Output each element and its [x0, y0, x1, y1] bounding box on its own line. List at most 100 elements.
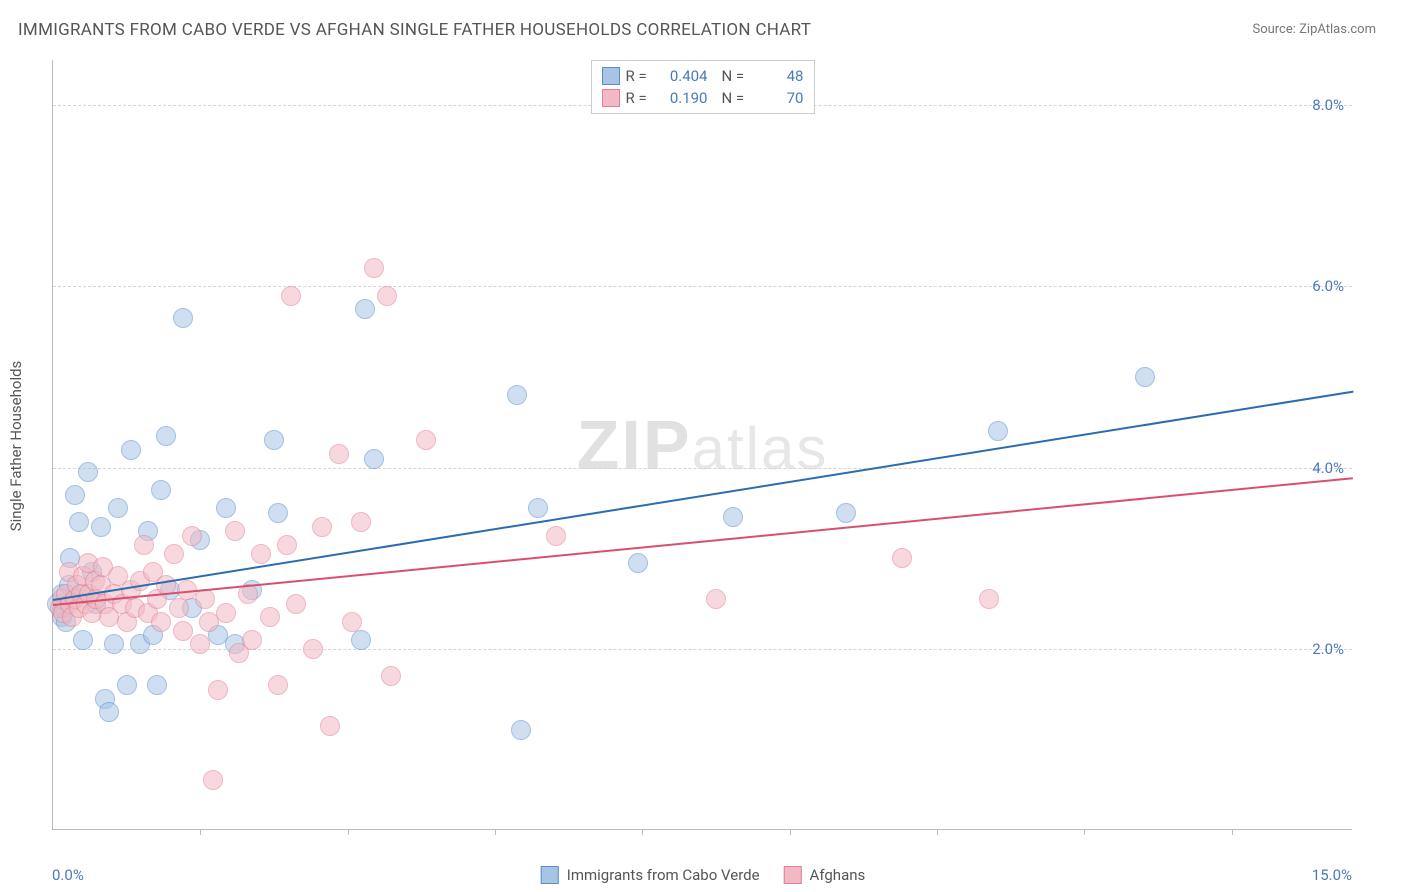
x-tick: [495, 829, 496, 835]
data-point: [351, 630, 371, 650]
data-point: [69, 512, 89, 532]
data-point: [979, 589, 999, 609]
data-point: [242, 630, 262, 650]
data-point: [320, 716, 340, 736]
data-point: [329, 444, 349, 464]
stat-label: R =: [626, 89, 654, 107]
data-point: [706, 589, 726, 609]
data-point: [377, 286, 397, 306]
data-point: [381, 666, 401, 686]
data-point: [303, 639, 323, 659]
data-point: [108, 498, 128, 518]
x-tick: [642, 829, 643, 835]
data-point: [892, 548, 912, 568]
legend-row-1: R = 0.404 N = 48: [602, 65, 804, 87]
data-point: [195, 589, 215, 609]
x-tick: [1084, 829, 1085, 835]
y-tick-label: 4.0%: [1312, 459, 1344, 477]
data-point: [164, 544, 184, 564]
data-point: [511, 720, 531, 740]
legend-label: Immigrants from Cabo Verde: [567, 866, 760, 884]
stat-value: 0.190: [660, 89, 708, 107]
data-point: [190, 634, 210, 654]
y-axis-label: Single Father Households: [7, 361, 25, 532]
swatch-icon: [784, 866, 802, 884]
x-tick: [348, 829, 349, 835]
data-point: [260, 607, 280, 627]
data-point: [182, 526, 202, 546]
correlation-legend: R = 0.404 N = 48 R = 0.190 N = 70: [591, 60, 815, 114]
data-point: [628, 553, 648, 573]
stat-label: R =: [626, 67, 654, 85]
gridline: [53, 286, 1352, 287]
data-point: [121, 440, 141, 460]
data-point: [507, 385, 527, 405]
data-point: [151, 612, 171, 632]
data-point: [546, 526, 566, 546]
data-point: [173, 621, 193, 641]
data-point: [364, 449, 384, 469]
legend-item: Afghans: [784, 866, 866, 884]
x-tick: [790, 829, 791, 835]
swatch-icon: [541, 866, 559, 884]
data-point: [364, 258, 384, 278]
legend-label: Afghans: [810, 866, 866, 884]
data-point: [216, 498, 236, 518]
chart-plot-area: ZIPatlas R = 0.404 N = 48 R = 0.190 N = …: [52, 60, 1352, 830]
y-tick-label: 2.0%: [1312, 640, 1344, 658]
data-point: [208, 680, 228, 700]
legend-item: Immigrants from Cabo Verde: [541, 866, 760, 884]
x-max-label: 15.0%: [1312, 866, 1352, 884]
stat-label: N =: [722, 67, 750, 85]
data-point: [723, 507, 743, 527]
y-tick-label: 8.0%: [1312, 96, 1344, 114]
swatch-icon: [602, 89, 620, 107]
x-tick: [937, 829, 938, 835]
data-point: [836, 503, 856, 523]
x-min-label: 0.0%: [52, 866, 84, 884]
stat-value: 0.404: [660, 67, 708, 85]
x-tick: [200, 829, 201, 835]
data-point: [104, 634, 124, 654]
data-point: [117, 675, 137, 695]
series-legend: Immigrants from Cabo Verde Afghans: [541, 866, 866, 884]
data-point: [528, 498, 548, 518]
data-point: [225, 521, 245, 541]
x-tick: [1232, 829, 1233, 835]
swatch-icon: [602, 67, 620, 85]
data-point: [169, 598, 189, 618]
data-point: [1135, 367, 1155, 387]
stat-value: 70: [756, 89, 804, 107]
data-point: [355, 299, 375, 319]
data-point: [351, 512, 371, 532]
data-point: [342, 612, 362, 632]
data-point: [312, 517, 332, 537]
data-point: [147, 675, 167, 695]
data-point: [268, 675, 288, 695]
data-point: [268, 503, 288, 523]
data-point: [988, 421, 1008, 441]
watermark: ZIPatlas: [577, 405, 829, 485]
data-point: [91, 517, 111, 537]
data-point: [281, 286, 301, 306]
chart-title: IMMIGRANTS FROM CABO VERDE VS AFGHAN SIN…: [18, 20, 811, 40]
y-tick-label: 6.0%: [1312, 277, 1344, 295]
gridline: [53, 468, 1352, 469]
data-point: [173, 308, 193, 328]
data-point: [251, 544, 271, 564]
data-point: [78, 462, 98, 482]
stat-value: 48: [756, 67, 804, 85]
data-point: [99, 702, 119, 722]
data-point: [151, 480, 171, 500]
data-point: [134, 535, 154, 555]
data-point: [416, 430, 436, 450]
legend-row-2: R = 0.190 N = 70: [602, 87, 804, 109]
data-point: [73, 630, 93, 650]
data-point: [156, 426, 176, 446]
data-point: [264, 430, 284, 450]
data-point: [203, 770, 223, 790]
data-point: [286, 594, 306, 614]
source-label: Source: ZipAtlas.com: [1252, 22, 1376, 37]
data-point: [216, 603, 236, 623]
stat-label: N =: [722, 89, 750, 107]
